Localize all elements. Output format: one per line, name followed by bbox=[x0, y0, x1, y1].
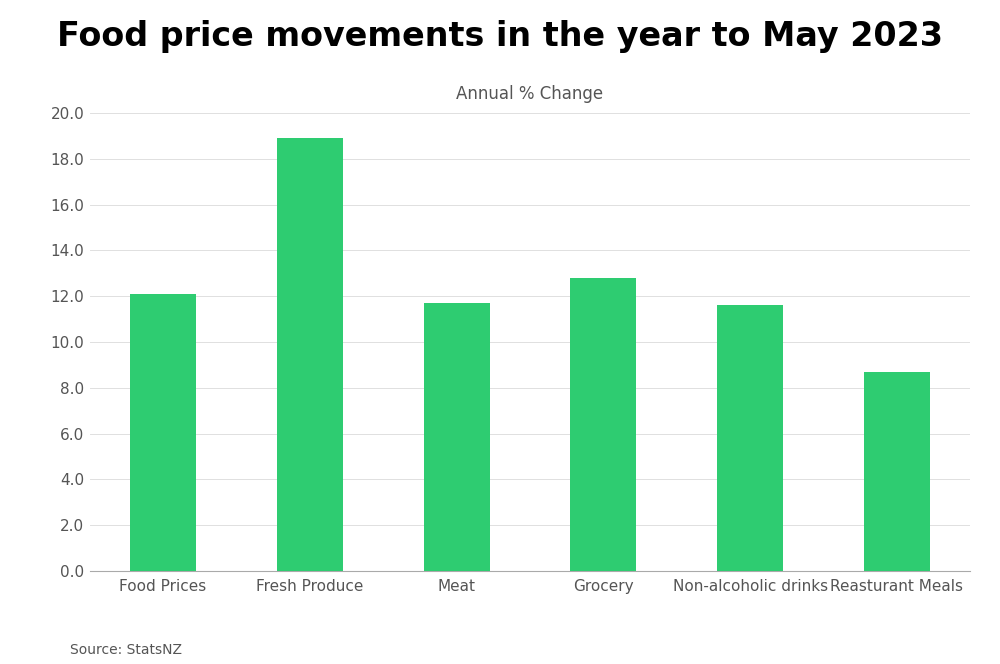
Bar bbox=[130, 294, 196, 571]
Bar bbox=[570, 278, 636, 571]
Bar bbox=[424, 303, 490, 571]
Bar bbox=[277, 138, 343, 571]
Bar bbox=[717, 305, 783, 571]
Text: Source: StatsNZ: Source: StatsNZ bbox=[70, 643, 182, 657]
Bar bbox=[864, 372, 930, 571]
Text: Food price movements in the year to May 2023: Food price movements in the year to May … bbox=[57, 20, 943, 53]
Title: Annual % Change: Annual % Change bbox=[456, 85, 604, 103]
